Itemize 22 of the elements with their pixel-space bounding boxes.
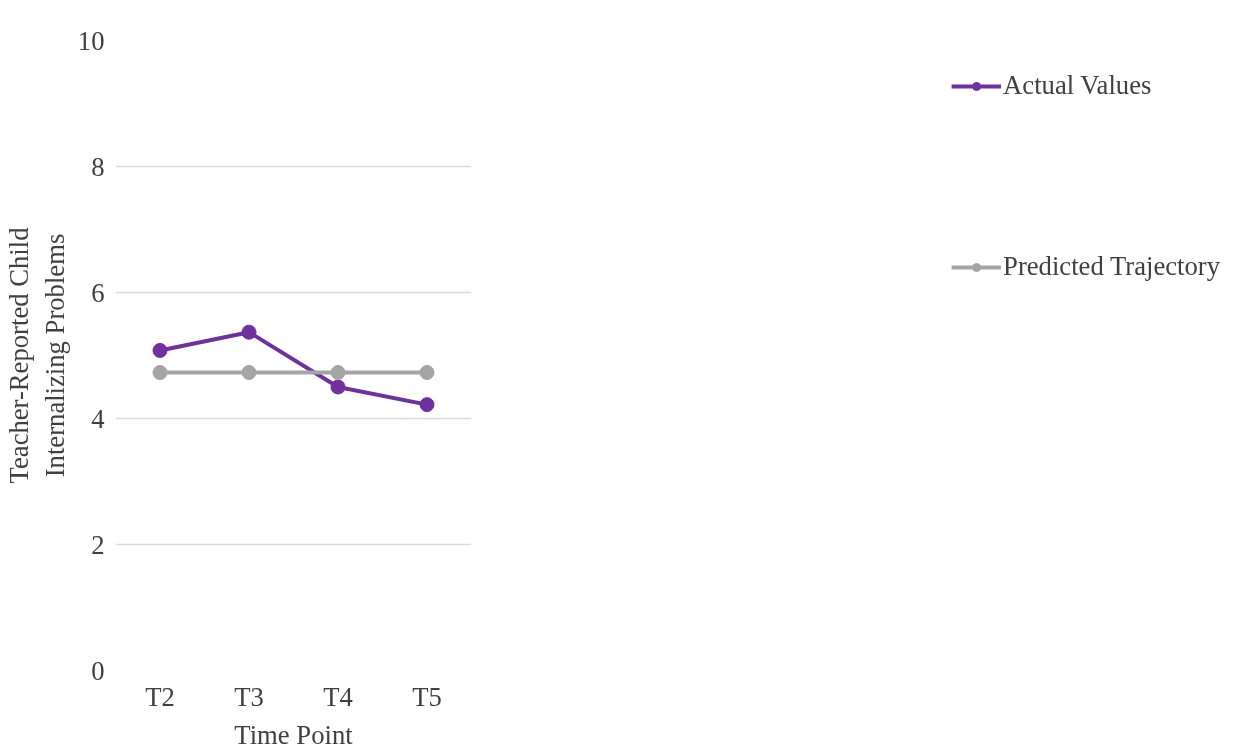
- point: [241, 324, 257, 340]
- point: [330, 379, 346, 395]
- y-tick-label: 4: [91, 403, 105, 434]
- y-tick-label: 10: [77, 25, 105, 56]
- y-axis-title: Teacher-Reported Child Internalizing Problems: [3, 227, 70, 484]
- x-axis-title: Time Point: [234, 719, 354, 750]
- x-tick-label: T3: [234, 681, 264, 712]
- x-tick-label: T2: [145, 681, 175, 712]
- legend-label: Actual Values: [1003, 70, 1152, 101]
- point: [419, 365, 435, 380]
- legend-label: Predicted Trajectory: [1003, 251, 1220, 282]
- point: [152, 342, 168, 358]
- x-tick-label: T5: [412, 681, 442, 712]
- y-tick-label: 0: [91, 655, 105, 686]
- point: [241, 365, 257, 380]
- y-tick-label: 2: [91, 529, 105, 560]
- y-tick-label: 6: [91, 277, 105, 308]
- point: [152, 365, 168, 380]
- point: [330, 365, 346, 380]
- x-tick-label: T4: [323, 681, 353, 712]
- y-tick-label: 8: [91, 151, 105, 182]
- point: [419, 397, 435, 413]
